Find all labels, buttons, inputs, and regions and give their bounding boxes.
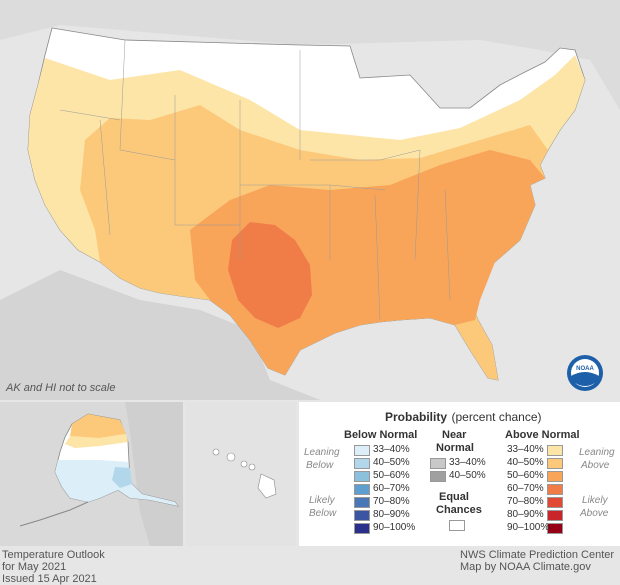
below-normal-swatch	[354, 471, 370, 482]
above-normal-label: 50–60%	[507, 470, 544, 481]
above-normal-label: 40–50%	[507, 457, 544, 468]
above-normal-swatch	[547, 471, 563, 482]
above-normal-swatch	[547, 458, 563, 469]
alaska-inset-map	[0, 402, 183, 546]
footer-source: NWS Climate Prediction Center	[460, 549, 615, 561]
leaning-above-2: Above	[581, 460, 610, 471]
above-normal-swatch	[547, 484, 563, 495]
legend-title-row: Probability (percent chance)	[385, 408, 542, 426]
above-normal-swatch	[547, 497, 563, 508]
above-normal-swatch	[547, 510, 563, 521]
svg-text:NOAA: NOAA	[576, 366, 594, 372]
footer-period: for May 2021	[2, 561, 67, 573]
above-normal-label: 70–80%	[507, 496, 544, 507]
us-outlook-map: NOAA	[0, 27, 603, 400]
above-normal-label: 80–90%	[507, 509, 544, 520]
below-normal-swatch	[354, 523, 370, 534]
equal-chances-1: Equal	[439, 491, 469, 503]
likely-below-1: Likely	[309, 495, 335, 506]
below-normal-label: 40–50%	[373, 457, 410, 468]
footer-title: Temperature Outlook	[2, 549, 105, 561]
scale-note: AK and HI not to scale	[6, 382, 116, 394]
below-normal-label: 60–70%	[373, 483, 410, 494]
below-normal-swatch	[354, 458, 370, 469]
below-normal-label: 90–100%	[373, 522, 416, 533]
below-normal-swatch	[354, 497, 370, 508]
below-normal-label: 50–60%	[373, 470, 410, 481]
above-normal-label: 60–70%	[507, 483, 544, 494]
above-normal-swatch	[547, 523, 563, 534]
likely-below-2: Below	[309, 508, 337, 519]
near-normal-swatch	[430, 458, 446, 469]
below-normal-label: 80–90%	[373, 509, 410, 520]
below-normal-header: Below Normal	[344, 429, 418, 441]
legend-subtitle: (percent chance)	[451, 410, 542, 424]
below-normal-label: 70–80%	[373, 496, 410, 507]
legend-title: Probability	[385, 410, 448, 424]
equal-chances-swatch	[449, 520, 465, 531]
footer-credit: Map by NOAA Climate.gov	[460, 561, 591, 573]
below-normal-swatch	[354, 484, 370, 495]
near-normal-label: 40–50%	[449, 470, 486, 481]
leaning-above-1: Leaning	[579, 447, 615, 458]
near-normal-header-2: Normal	[436, 442, 474, 454]
below-normal-swatch	[354, 510, 370, 521]
likely-above-2: Above	[580, 508, 609, 519]
legend: Probability (percent chance) Below Norma…	[299, 402, 620, 546]
near-normal-header-1: Near	[442, 429, 467, 441]
noaa-logo: NOAA	[567, 355, 603, 391]
below-normal-swatch	[354, 445, 370, 456]
near-normal-swatch	[430, 471, 446, 482]
above-normal-label: 33–40%	[507, 444, 544, 455]
near-normal-label: 33–40%	[449, 457, 486, 468]
footer-issued: Issued 15 Apr 2021	[2, 573, 97, 585]
equal-chances-2: Chances	[436, 504, 482, 516]
below-normal-label: 33–40%	[373, 444, 410, 455]
hawaii-inset-map	[186, 402, 296, 546]
above-normal-swatch	[547, 445, 563, 456]
likely-above-1: Likely	[582, 495, 608, 506]
leaning-below-2: Below	[306, 460, 334, 471]
above-normal-label: 90–100%	[507, 522, 550, 533]
above-normal-header: Above Normal	[505, 429, 580, 441]
leaning-below-1: Leaning	[304, 447, 340, 458]
